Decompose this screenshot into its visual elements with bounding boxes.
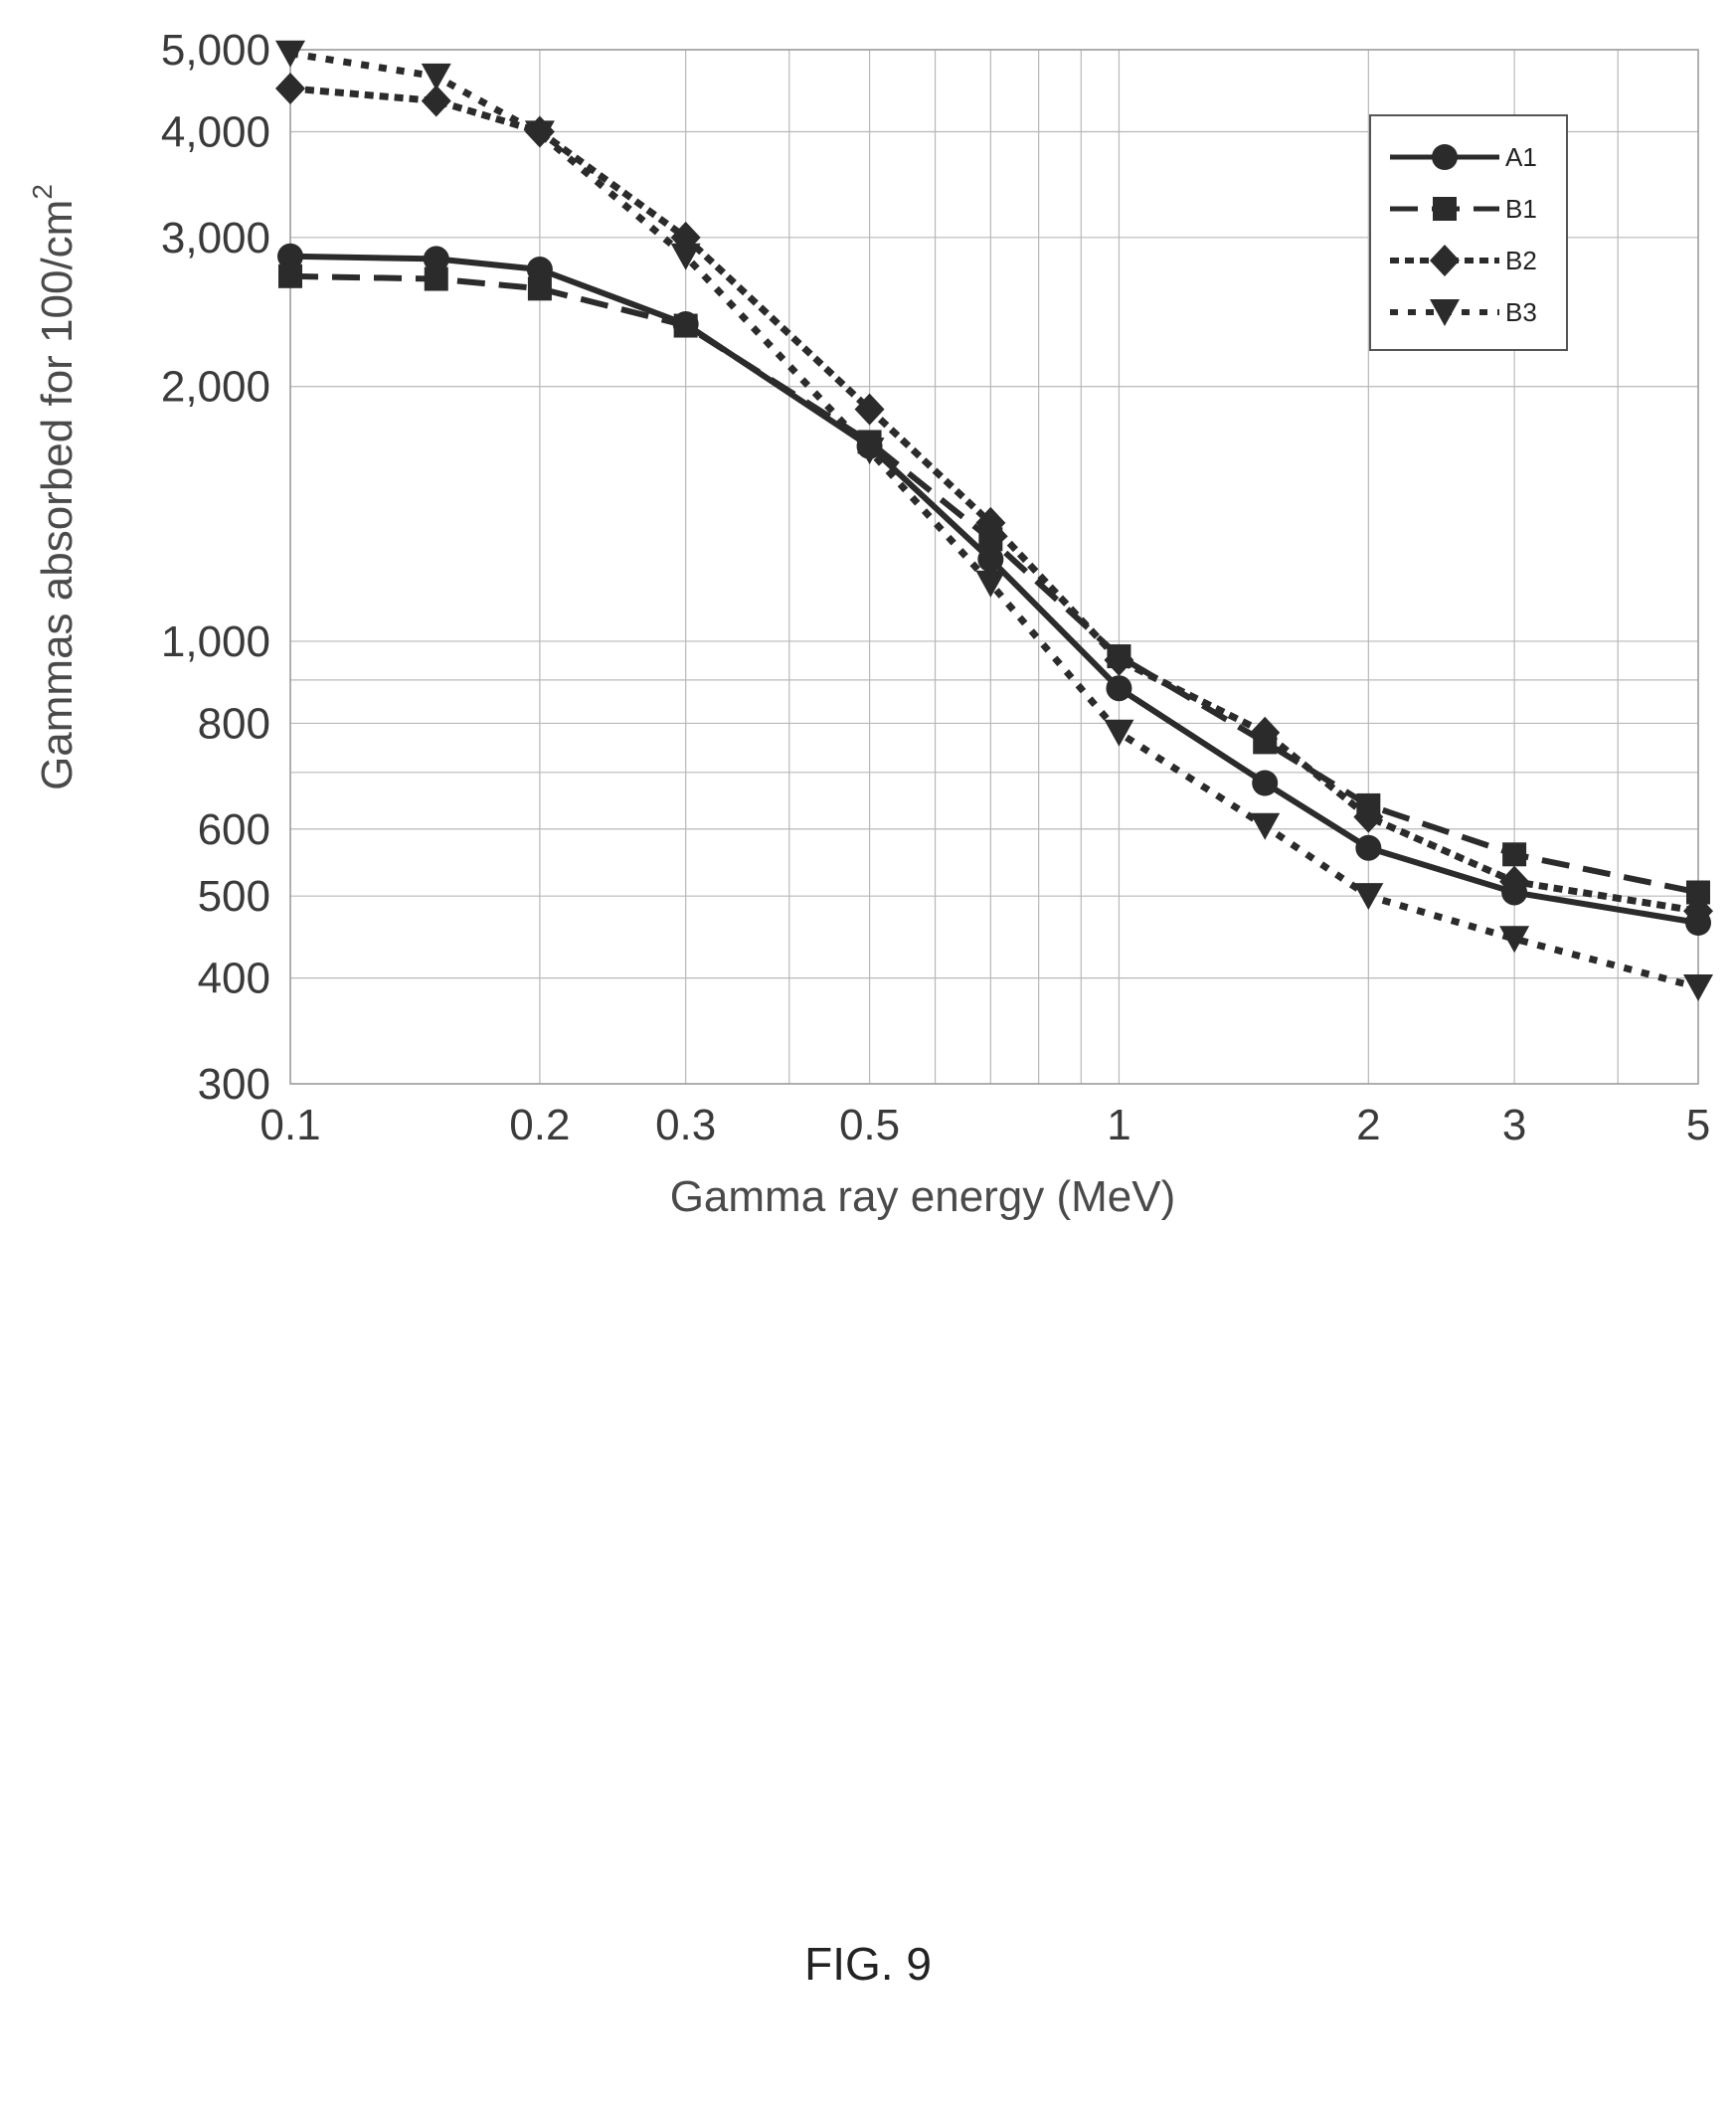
line-chart: 0.1 0.2 0.3 0.5 1 2 3 5 300 400 500 600 800 1,000 2,0… [27, 26, 1713, 1221]
data-point-b2 [275, 72, 305, 104]
y-tick-label: 2,000 [161, 363, 270, 412]
data-point-b3 [670, 243, 701, 270]
data-point-a1 [423, 246, 449, 272]
x-axis-tick-labels: 0.1 0.2 0.3 0.5 1 2 3 5 [260, 1101, 1710, 1149]
y-tick-label: 400 [198, 955, 270, 1003]
y-axis-title: Gammas absorbed for 100/cm2 [27, 184, 82, 790]
data-point-b3 [1250, 812, 1281, 840]
data-point-a1 [977, 546, 1004, 573]
x-axis-title: Gamma ray energy (MeV) [670, 1172, 1176, 1221]
series-layer [275, 40, 1713, 1002]
legend-label: B1 [1505, 194, 1537, 224]
legend-marker-diamond [1430, 245, 1460, 276]
legend-marker-square [1433, 197, 1457, 221]
data-point-b3 [854, 438, 885, 465]
data-point-b3 [1353, 883, 1384, 911]
data-point-a1 [1252, 770, 1279, 796]
data-point-b3 [1683, 974, 1713, 1002]
data-point-b2 [1104, 643, 1134, 676]
y-tick-label: 800 [198, 699, 270, 748]
legend-label: B3 [1505, 297, 1537, 327]
y-tick-label: 5,000 [161, 26, 270, 75]
data-point-b3 [421, 63, 451, 90]
y-axis-title-superscript: 2 [27, 184, 58, 200]
data-point-b1 [278, 263, 302, 288]
data-point-a1 [526, 256, 553, 282]
legend-item-b2: B2 [1390, 245, 1537, 276]
y-tick-label: 300 [198, 1060, 270, 1109]
figure-caption: FIG. 9 [804, 1938, 932, 1990]
x-tick-label: 5 [1686, 1101, 1710, 1149]
series-a1 [277, 243, 1711, 936]
y-tick-label: 500 [198, 872, 270, 921]
data-point-b2 [1250, 716, 1281, 749]
y-axis-title-text: Gammas absorbed for 100/cm [33, 200, 82, 790]
plot-area-frame [289, 49, 1699, 1085]
data-point-b2 [854, 393, 885, 426]
legend-label: B2 [1505, 246, 1537, 275]
legend-item-b1: B1 [1390, 194, 1537, 224]
legend-item-b3: B3 [1390, 297, 1537, 327]
legend-marker-circle [1432, 144, 1458, 170]
data-point-b3 [524, 120, 555, 148]
data-point-b2 [1353, 800, 1384, 833]
series-b3 [275, 40, 1713, 1002]
x-tick-label: 0.1 [260, 1101, 320, 1149]
data-point-b3 [1104, 719, 1134, 747]
data-point-a1 [1106, 675, 1132, 702]
x-tick-label: 2 [1356, 1101, 1380, 1149]
x-tick-label: 0.2 [509, 1101, 570, 1149]
y-tick-label: 4,000 [161, 107, 270, 156]
x-tick-label: 0.3 [655, 1101, 716, 1149]
data-point-b2 [975, 506, 1006, 539]
x-tick-label: 1 [1107, 1101, 1130, 1149]
data-point-a1 [277, 243, 303, 269]
legend-label: A1 [1505, 142, 1537, 172]
data-point-a1 [1355, 834, 1382, 861]
x-tick-label: 3 [1502, 1101, 1526, 1149]
x-tick-label: 0.5 [839, 1101, 900, 1149]
data-point-b1 [424, 266, 448, 291]
data-point-b3 [1499, 926, 1530, 954]
data-point-b3 [975, 570, 1006, 598]
data-point-b1 [527, 276, 552, 301]
data-point-b3 [275, 40, 305, 68]
y-tick-label: 3,000 [161, 214, 270, 263]
y-axis-tick-labels: 300 400 500 600 800 1,000 2,000 3,000 4,000 5,000 [161, 26, 270, 1109]
y-tick-label: 1,000 [161, 617, 270, 666]
y-tick-label: 600 [198, 805, 270, 854]
legend-item-a1: A1 [1390, 142, 1537, 172]
data-point-b2 [1683, 895, 1713, 928]
legend-marker-triangle-down [1430, 299, 1460, 326]
data-point-b1 [1502, 842, 1527, 867]
legend: A1 B1 B2 B3 [1369, 114, 1568, 351]
data-point-b2 [1499, 865, 1530, 898]
data-point-b1 [673, 313, 698, 338]
data-point-b2 [421, 85, 451, 117]
